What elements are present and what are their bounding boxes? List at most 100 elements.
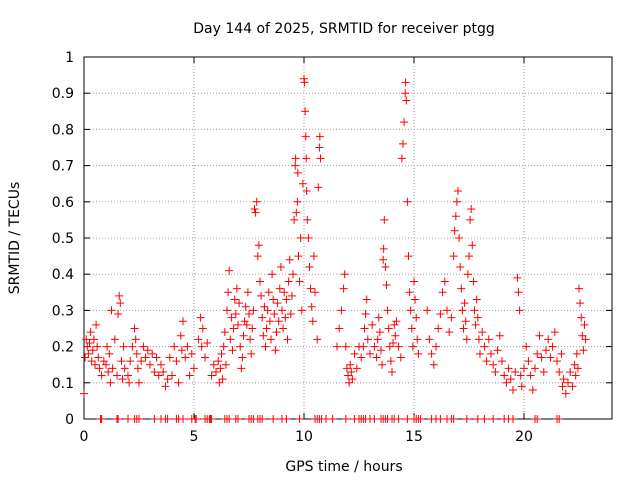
- data-point: [524, 357, 533, 366]
- data-point: [268, 270, 277, 279]
- data-point: [489, 360, 498, 369]
- data-point: [234, 415, 242, 423]
- data-point: [274, 317, 283, 326]
- data-point: [559, 375, 568, 384]
- data-point: [474, 335, 483, 344]
- data-markers: [80, 74, 590, 423]
- data-point: [467, 205, 476, 214]
- data-point: [511, 367, 520, 376]
- data-point: [297, 306, 306, 315]
- data-point: [114, 415, 123, 423]
- data-point: [469, 277, 478, 286]
- data-point: [278, 306, 286, 315]
- data-point: [256, 277, 264, 286]
- data-point: [378, 360, 387, 369]
- data-point: [533, 415, 542, 423]
- data-point: [411, 295, 420, 304]
- data-point: [117, 357, 126, 366]
- data-point: [379, 244, 388, 253]
- data-point: [509, 415, 517, 423]
- x-tick-label: 15: [405, 429, 423, 445]
- data-point: [97, 415, 106, 423]
- data-point: [217, 349, 226, 358]
- data-point: [500, 371, 509, 380]
- data-point: [236, 342, 245, 351]
- chart-title: Day 144 of 2025, SRMTID for receiver ptg…: [193, 21, 495, 37]
- data-point: [539, 367, 548, 376]
- data-point: [463, 270, 472, 279]
- data-point: [114, 310, 123, 319]
- data-point: [564, 378, 572, 387]
- data-point: [82, 335, 91, 344]
- data-point: [235, 299, 244, 308]
- data-point: [293, 197, 302, 206]
- data-point: [102, 360, 110, 369]
- data-point: [148, 349, 157, 358]
- data-point: [313, 335, 322, 344]
- data-point: [377, 346, 385, 355]
- data-point: [403, 197, 412, 206]
- data-point: [263, 306, 272, 315]
- data-point: [126, 357, 135, 366]
- data-point: [558, 382, 567, 391]
- data-point: [201, 353, 209, 362]
- data-point: [254, 241, 263, 250]
- data-point: [533, 349, 542, 358]
- data-point: [287, 291, 296, 300]
- data-point: [382, 281, 391, 290]
- data-point: [154, 371, 163, 380]
- data-point: [373, 335, 382, 344]
- data-point: [246, 335, 255, 344]
- data-point: [300, 78, 309, 87]
- data-point: [289, 270, 297, 279]
- data-point: [392, 317, 401, 326]
- data-point: [416, 415, 425, 423]
- data-point: [337, 306, 346, 315]
- data-point: [572, 349, 581, 358]
- data-point: [197, 342, 206, 351]
- data-point: [97, 371, 106, 380]
- data-point: [380, 215, 389, 224]
- data-point: [459, 324, 468, 333]
- data-point: [135, 415, 143, 423]
- data-point: [480, 342, 489, 351]
- data-point: [177, 346, 186, 355]
- data-point: [86, 328, 95, 337]
- data-point: [550, 328, 559, 337]
- y-tick-label: 0: [65, 412, 74, 428]
- data-point: [165, 353, 174, 362]
- data-point: [119, 342, 128, 351]
- data-point: [555, 415, 564, 423]
- data-point: [383, 306, 392, 315]
- data-point: [141, 353, 150, 362]
- data-point: [137, 357, 146, 366]
- data-point: [219, 342, 228, 351]
- data-point: [372, 353, 381, 362]
- data-point: [314, 183, 323, 192]
- data-point: [285, 255, 294, 264]
- data-point: [471, 320, 480, 329]
- data-point: [95, 364, 104, 373]
- data-point: [115, 291, 124, 300]
- data-point: [581, 335, 590, 344]
- data-point: [295, 415, 304, 423]
- data-point: [498, 357, 506, 366]
- data-point: [258, 313, 267, 322]
- data-point: [283, 335, 292, 344]
- x-tick-label: 0: [80, 429, 89, 445]
- data-point: [105, 349, 114, 358]
- data-point: [110, 335, 119, 344]
- data-point: [434, 324, 443, 333]
- data-point: [449, 252, 458, 261]
- y-tick-label: 0.4: [52, 267, 74, 283]
- data-point: [282, 295, 291, 304]
- x-axis-label: GPS time / hours: [285, 459, 402, 475]
- data-point: [357, 353, 366, 362]
- data-point: [553, 357, 561, 366]
- data-point: [183, 342, 192, 351]
- y-tick-label: 0.5: [52, 231, 74, 247]
- data-point: [88, 346, 97, 355]
- data-point: [159, 367, 168, 376]
- data-point: [270, 310, 279, 319]
